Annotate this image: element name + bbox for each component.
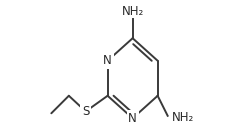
Text: N: N [128, 112, 137, 125]
Text: N: N [103, 54, 112, 67]
Text: NH₂: NH₂ [172, 111, 194, 124]
Text: NH₂: NH₂ [121, 5, 144, 18]
Text: S: S [82, 105, 89, 118]
